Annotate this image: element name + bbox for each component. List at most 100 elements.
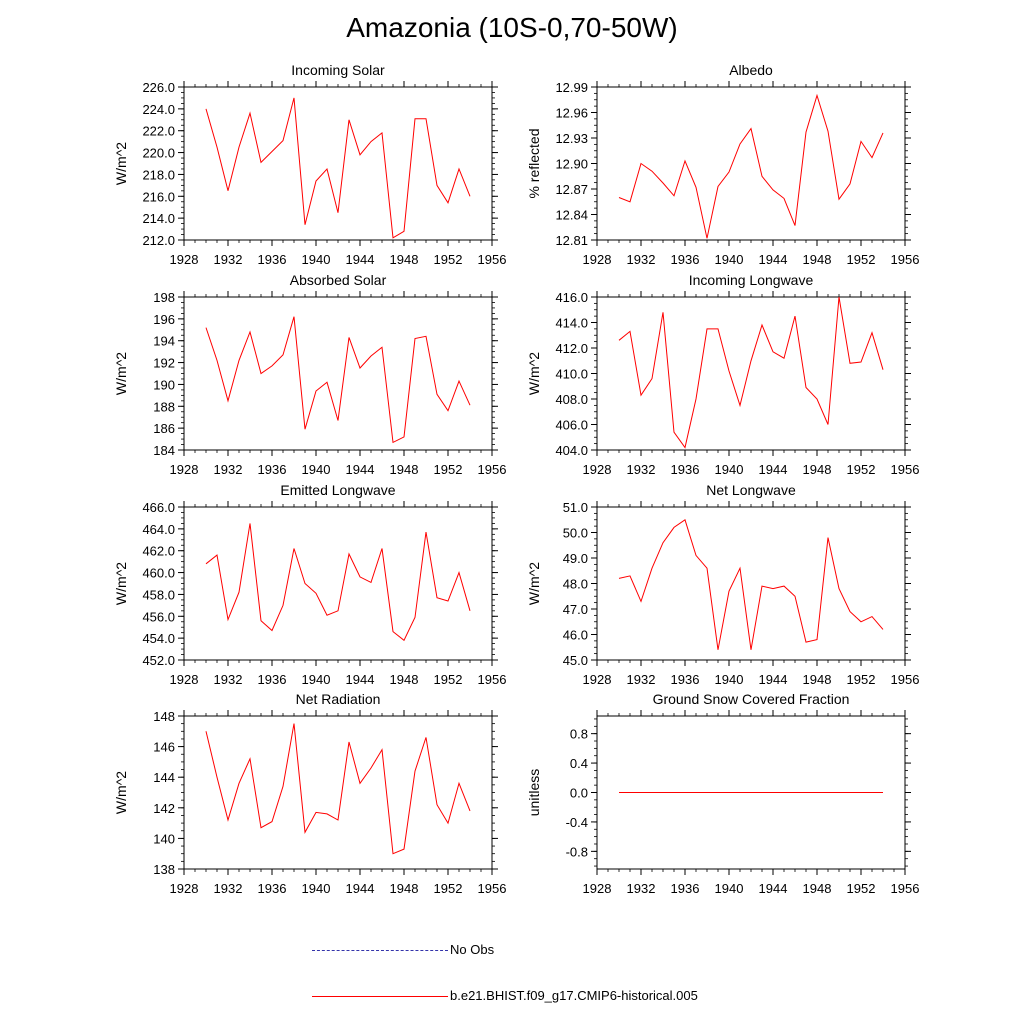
y-tick-label: 458.0 [142,587,175,602]
x-tick-label: 1936 [258,672,287,687]
y-tick-label: 12.99 [555,80,588,95]
panel-title: Net Longwave [706,482,796,498]
chart-panel: 1928 1932 1936 1940 1944 1948 1952 1956 45.0 46.0… [526,482,919,687]
y-tick-label: 12.87 [555,182,588,197]
y-tick-label: 198 [153,290,175,305]
series-line [618,296,884,449]
y-tick-label: 212.0 [142,233,175,248]
y-tick-label: 456.0 [142,609,175,624]
x-tick-label: 1956 [478,881,507,896]
x-tick-label: 1928 [583,672,612,687]
x-tick-label: 1928 [170,252,199,267]
x-tick-label: 1948 [390,252,419,267]
x-tick-label: 1932 [627,672,656,687]
x-tick-label: 1928 [583,462,612,477]
y-tick-label: 12.96 [555,106,588,121]
y-tick-label: 408.0 [555,392,588,407]
panel-title: Albedo [729,62,773,78]
y-tick-label: 218.0 [142,167,175,182]
x-tick-label: 1948 [390,672,419,687]
x-tick-label: 1956 [891,672,920,687]
x-tick-label: 1936 [258,252,287,267]
y-axis-label: W/m^2 [113,352,129,395]
x-tick-label: 1948 [803,462,832,477]
y-axis-label: W/m^2 [113,771,129,814]
x-tick-label: 1948 [803,672,832,687]
plot-frame [596,86,906,241]
y-tick-label: 144 [153,770,175,785]
x-tick-label: 1940 [302,881,331,896]
y-tick-label: 49.0 [563,551,588,566]
x-tick-label: 1956 [478,462,507,477]
y-tick-label: 464.0 [142,522,175,537]
y-tick-label: -0.8 [566,844,588,859]
y-tick-label: 0.0 [570,786,588,801]
x-tick-label: 1956 [891,252,920,267]
x-tick-label: 1932 [214,672,243,687]
x-tick-label: 1956 [478,252,507,267]
y-tick-label: 138 [153,862,175,877]
y-tick-label: -0.4 [566,815,588,830]
y-axis-label: W/m^2 [113,142,129,185]
panel-title: Net Radiation [296,691,381,707]
x-tick-label: 1944 [346,672,375,687]
y-tick-label: 184 [153,443,175,458]
y-tick-label: 48.0 [563,577,588,592]
x-tick-label: 1940 [715,672,744,687]
y-tick-label: 224.0 [142,102,175,117]
legend-model-line [312,996,448,997]
y-tick-label: 50.0 [563,526,588,541]
x-tick-label: 1928 [170,881,199,896]
y-tick-label: 226.0 [142,80,175,95]
x-tick-label: 1956 [891,462,920,477]
chart-panel: 1928 1932 1936 1940 1944 1948 1952 1956 184 186 18… [113,272,506,477]
y-tick-label: 196 [153,312,175,327]
y-axis-label: W/m^2 [526,562,542,605]
x-tick-label: 1936 [258,462,287,477]
y-tick-label: 216.0 [142,189,175,204]
y-tick-label: 222.0 [142,124,175,139]
y-tick-label: 148 [153,709,175,724]
y-tick-label: 142 [153,801,175,816]
x-tick-label: 1932 [627,252,656,267]
y-tick-label: 46.0 [563,628,588,643]
series-line [205,316,471,444]
x-tick-label: 1944 [759,462,788,477]
chart-panel: 1928 1932 1936 1940 1944 1948 1952 1956 12.81 12.… [526,62,919,267]
y-tick-label: 452.0 [142,653,175,668]
x-tick-label: 1952 [434,252,463,267]
y-tick-label: 220.0 [142,146,175,161]
y-tick-label: 406.0 [555,418,588,433]
x-tick-label: 1932 [214,881,243,896]
plot-frame [596,296,906,451]
chart-panel: 1928 1932 1936 1940 1944 1948 1952 1956 212.0 214… [113,62,506,267]
x-tick-label: 1936 [671,881,700,896]
y-tick-label: 47.0 [563,602,588,617]
x-tick-label: 1940 [302,252,331,267]
x-tick-label: 1944 [346,252,375,267]
x-tick-label: 1932 [214,252,243,267]
x-tick-label: 1940 [715,881,744,896]
y-tick-label: 412.0 [555,341,588,356]
x-tick-label: 1944 [346,462,375,477]
panel-title: Absorbed Solar [290,272,387,288]
x-tick-label: 1948 [390,462,419,477]
y-tick-label: 186 [153,421,175,436]
y-tick-label: 140 [153,831,175,846]
chart-panel: 1928 1932 1936 1940 1944 1948 1952 1956 452.0 454… [113,482,506,687]
x-tick-label: 1928 [170,462,199,477]
plot-frame [183,86,493,241]
series-line [205,523,471,642]
y-tick-label: 0.8 [570,727,588,742]
y-tick-label: 192 [153,356,175,371]
x-tick-label: 1932 [214,462,243,477]
y-tick-label: 12.90 [555,157,588,172]
x-tick-label: 1932 [627,462,656,477]
x-tick-label: 1948 [803,252,832,267]
y-tick-label: 190 [153,377,175,392]
y-axis-label: unitless [526,769,542,816]
y-tick-label: 12.93 [555,131,588,146]
plot-frame [183,506,493,661]
legend-obs-label: No Obs [450,942,495,957]
